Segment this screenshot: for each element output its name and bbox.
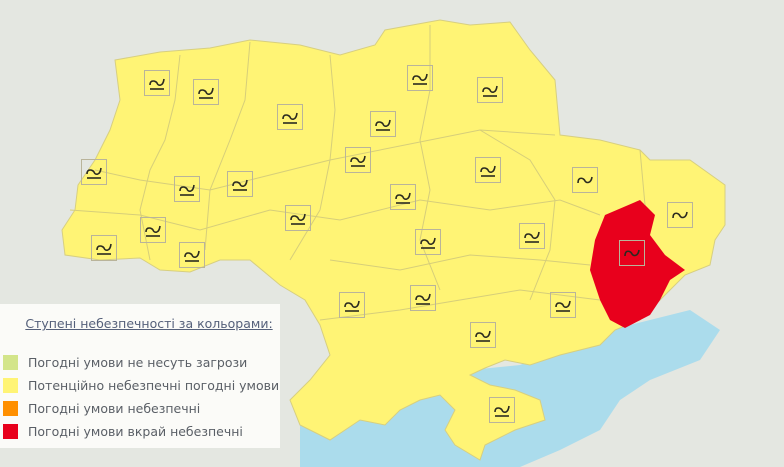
region-donetsk: [590, 200, 685, 328]
weather-warning-icon[interactable]: [81, 159, 107, 185]
weather-warning-icon[interactable]: [345, 147, 371, 173]
weather-warning-icon[interactable]: [179, 242, 205, 268]
weather-warning-icon[interactable]: [475, 157, 501, 183]
legend-item-dangerous: Погодні умови небезпечні: [0, 397, 280, 420]
legend-item-extreme: Погодні умови вкрай небезпечні: [0, 420, 280, 443]
weather-warning-icon[interactable]: [140, 217, 166, 243]
weather-warning-icon[interactable]: [410, 285, 436, 311]
weather-warning-icon[interactable]: [144, 70, 170, 96]
region-borders: [69, 25, 646, 321]
weather-warning-icon[interactable]: [619, 240, 645, 266]
warning-icons: [81, 65, 693, 423]
weather-warning-icon[interactable]: [227, 171, 253, 197]
legend-swatch: [3, 378, 18, 393]
weather-warning-icon[interactable]: [285, 205, 311, 231]
weather-warning-icon[interactable]: [667, 202, 693, 228]
weather-warning-icon[interactable]: [489, 397, 515, 423]
weather-warning-icon[interactable]: [339, 292, 365, 318]
legend-swatch: [3, 424, 18, 439]
legend-label: Погодні умови небезпечні: [28, 401, 201, 416]
legend-item-potential: Потенційно небезпечні погодні умови: [0, 374, 280, 397]
weather-warning-icon[interactable]: [390, 184, 416, 210]
legend-label: Погодні умови не несуть загрози: [28, 355, 248, 370]
weather-warning-icon[interactable]: [370, 111, 396, 137]
weather-warning-icon[interactable]: [277, 104, 303, 130]
legend-item-no-threat: Погодні умови не несуть загрози: [0, 351, 280, 374]
legend-label: Погодні умови вкрай небезпечні: [28, 424, 243, 439]
weather-warning-icon[interactable]: [519, 223, 545, 249]
legend-label: Потенційно небезпечні погодні умови: [28, 378, 280, 393]
legend-swatch: [3, 401, 18, 416]
weather-warning-icon[interactable]: [174, 176, 200, 202]
weather-warning-icon[interactable]: [572, 167, 598, 193]
weather-warning-icon[interactable]: [550, 292, 576, 318]
weather-warning-icon[interactable]: [415, 229, 441, 255]
legend-swatch: [3, 355, 18, 370]
legend: Ступені небезпечності за кольорами: Пого…: [0, 304, 280, 448]
weather-warning-icon[interactable]: [477, 77, 503, 103]
weather-warning-icon[interactable]: [193, 79, 219, 105]
legend-title: Ступені небезпечності за кольорами:: [25, 316, 273, 331]
weather-warning-icon[interactable]: [91, 235, 117, 261]
weather-warning-icon[interactable]: [407, 65, 433, 91]
weather-warning-icon[interactable]: [470, 322, 496, 348]
